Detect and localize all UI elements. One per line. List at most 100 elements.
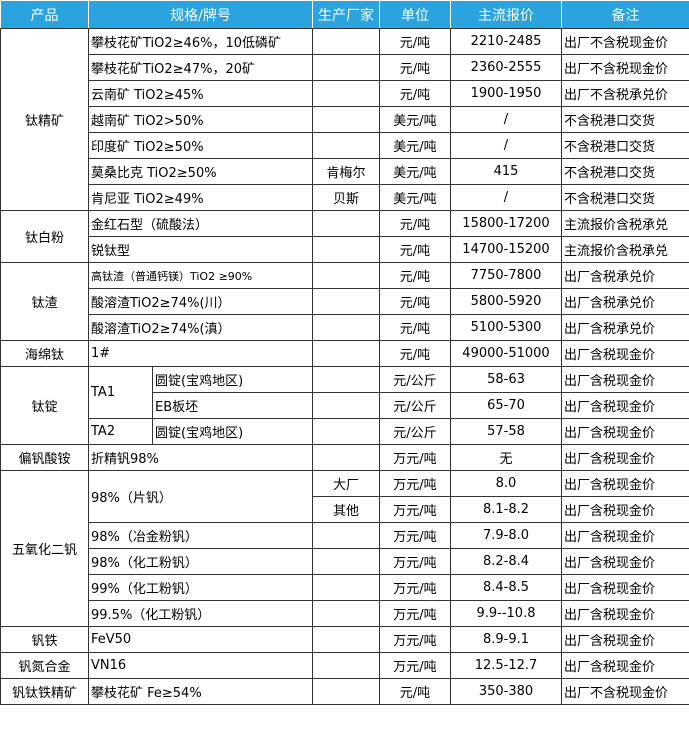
note-cell: 出厂含税现金价 (561, 522, 689, 549)
note-cell: 主流报价含税承兑 (561, 210, 689, 237)
price-cell: 1900-1950 (450, 80, 562, 107)
note-cell: 出厂含税承兑价 (561, 314, 689, 341)
price-cell: 15800-17200 (450, 210, 562, 237)
unit-cell: 万元/吨 (379, 626, 451, 653)
unit-cell: 元/吨 (379, 28, 451, 55)
spec-cell: 锐钛型 (88, 236, 313, 263)
maker-cell (312, 80, 380, 107)
price-cell: / (450, 132, 562, 159)
note-cell: 不含税港口交货 (561, 106, 689, 133)
spec-cell: 酸溶渣TiO2≥74%(滇） (88, 314, 313, 341)
unit-cell: 元/吨 (379, 678, 451, 705)
note-cell: 出厂含税现金价 (561, 418, 689, 445)
maker-cell (312, 106, 380, 133)
maker-cell: 大厂 (312, 470, 380, 497)
note-cell: 出厂不含税现金价 (561, 678, 689, 705)
price-cell: 2360-2555 (450, 54, 562, 81)
unit-cell: 元/吨 (379, 80, 451, 107)
note-cell: 不含税港口交货 (561, 184, 689, 211)
grade-cell: TA1 (88, 366, 153, 419)
unit-cell: 万元/吨 (379, 522, 451, 549)
unit-cell: 元/吨 (379, 314, 451, 341)
note-cell: 出厂含税现金价 (561, 366, 689, 393)
table-row: 钛白粉 金红石型（硫酸法） 元/吨 15800-17200 主流报价含税承兑 (0, 210, 689, 263)
header-note: 备注 (561, 0, 689, 29)
spec-cell: 99.5%（化工粉钒） (88, 600, 313, 627)
unit-cell: 万元/吨 (379, 444, 451, 471)
maker-cell (312, 54, 380, 81)
note-cell: 出厂含税现金价 (561, 574, 689, 601)
header-maker: 生产厂家 (312, 0, 380, 29)
table-row: 越南矿 TiO2>50% 美元/吨 / 不含税港口交货 (1, 106, 689, 133)
product-cell: 钒钛铁精矿 (0, 678, 89, 705)
table-row: 钒钛铁精矿 攀枝花矿 Fe≥54% 元/吨 350-380 出厂不含税现金价 (0, 678, 689, 705)
unit-cell: 元/吨 (379, 210, 451, 237)
price-cell: 49000-51000 (450, 340, 562, 367)
spec-cell: FeV50 (88, 626, 313, 653)
maker-cell (312, 236, 380, 263)
unit-cell: 万元/吨 (379, 574, 451, 601)
unit-cell: 美元/吨 (379, 184, 451, 211)
note-cell: 出厂含税承兑价 (561, 288, 689, 315)
table-row: 印度矿 TiO2≥50% 美元/吨 / 不含税港口交货 (1, 132, 689, 159)
product-cell: 钛精矿 (0, 28, 89, 211)
spec-cell: 圆锭(宝鸡地区) (152, 366, 313, 393)
note-cell: 出厂含税现金价 (561, 496, 689, 523)
note-cell: 出厂含税现金价 (561, 548, 689, 575)
product-cell: 海绵钛 (0, 340, 89, 367)
table-row: 锐钛型 元/吨 14700-15200 主流报价含税承兑 (1, 236, 689, 263)
unit-cell: 万元/吨 (379, 548, 451, 575)
price-cell: 8.4-8.5 (450, 574, 562, 601)
price-cell: 9.9--10.8 (450, 600, 562, 627)
table-row: 其他 万元/吨 8.1-8.2 出厂含税现金价 (1, 496, 689, 523)
maker-cell (312, 262, 380, 289)
table-row: 98%（冶金粉钒） 万元/吨 7.9-8.0 出厂含税现金价 (1, 522, 689, 549)
note-cell: 不含税港口交货 (561, 158, 689, 185)
spec-cell: 金红石型（硫酸法） (88, 210, 313, 237)
spec-cell: 98%（片钒） (88, 470, 313, 523)
grade-cell: TA2 (88, 418, 153, 445)
maker-cell (312, 548, 380, 575)
price-cell: 415 (450, 158, 562, 185)
product-cell: 偏钒酸铵 (0, 444, 89, 471)
spec-cell: EB板坯 (152, 392, 313, 419)
note-cell: 出厂含税现金价 (561, 600, 689, 627)
maker-cell (312, 574, 380, 601)
maker-cell: 肯梅尔 (312, 158, 380, 185)
maker-cell (312, 366, 380, 393)
maker-cell (312, 340, 380, 367)
maker-cell (312, 288, 380, 315)
table-row: 钛精矿 攀枝花矿TiO2≥46%，10低磷矿 元/吨 2210-2485 出厂不含税现金… (0, 28, 689, 211)
note-cell: 不含税港口交货 (561, 132, 689, 159)
maker-cell (312, 678, 380, 705)
spec-cell: 肯尼亚 TiO2≥49% (88, 184, 313, 211)
price-cell: 2210-2485 (450, 28, 562, 55)
spec-cell: 高钛渣（普通钙镁）TiO2 ≥90% (88, 262, 313, 289)
table-row: 99.5%（化工粉钒） 万元/吨 9.9--10.8 出厂含税现金价 (1, 600, 689, 627)
price-cell: / (450, 184, 562, 211)
spec-cell: 攀枝花矿TiO2≥47%，20矿 (88, 54, 313, 81)
note-cell: 出厂含税现金价 (561, 652, 689, 679)
unit-cell: 元/公斤 (379, 418, 451, 445)
note-cell: 出厂不含税承兑价 (561, 80, 689, 107)
table-row: TA2 圆锭(宝鸡地区) 元/公斤 57-58 出厂含税现金价 (1, 418, 689, 445)
unit-cell: 元/吨 (379, 340, 451, 367)
table-row: 99%（化工粉钒） 万元/吨 8.4-8.5 出厂含税现金价 (1, 574, 689, 601)
price-cell: 8.0 (450, 470, 562, 497)
price-cell: 14700-15200 (450, 236, 562, 263)
maker-cell (312, 418, 380, 445)
spec-cell: 折精钒98% (88, 444, 313, 471)
table-row: 海绵钛 1# 元/吨 49000-51000 出厂含税现金价 (0, 340, 689, 367)
price-cell: 12.5-12.7 (450, 652, 562, 679)
price-cell: 57-58 (450, 418, 562, 445)
price-table: 产品 规格/牌号 生产厂家 单位 主流报价 备注 钛精矿 攀枝花矿TiO2≥46%… (0, 0, 689, 705)
table-row: 钛渣 高钛渣（普通钙镁）TiO2 ≥90% 元/吨 7750-7800 出厂含税承兑价 (0, 262, 689, 341)
price-cell: 7.9-8.0 (450, 522, 562, 549)
spec-cell: 攀枝花矿TiO2≥46%，10低磷矿 (88, 28, 313, 55)
unit-cell: 元/吨 (379, 236, 451, 263)
maker-cell (312, 392, 380, 419)
maker-cell: 其他 (312, 496, 380, 523)
product-cell: 钛渣 (0, 262, 89, 341)
maker-cell (312, 444, 380, 471)
unit-cell: 元/吨 (379, 288, 451, 315)
